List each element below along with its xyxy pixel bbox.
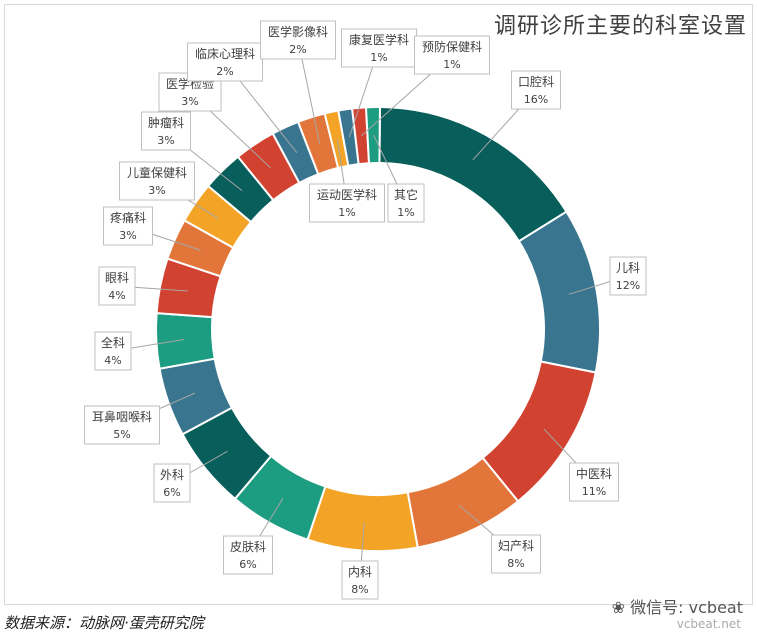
- slice-percent: 5%: [113, 428, 130, 441]
- slice-percent: 8%: [507, 557, 524, 570]
- slice-label: 儿童保健科: [127, 165, 187, 180]
- label-box: [103, 206, 153, 246]
- label-box: [260, 20, 336, 60]
- slice-percent: 3%: [119, 229, 136, 242]
- slice-percent: 4%: [104, 354, 121, 367]
- slice-percent: 16%: [524, 93, 548, 106]
- slice-label: 妇产科: [498, 539, 534, 553]
- chart-title: 调研诊所主要的科室设置: [493, 14, 747, 39]
- slice-percent: 1%: [338, 206, 355, 219]
- slice-label: 内科: [348, 565, 372, 579]
- slice-label: 眼科: [105, 271, 129, 285]
- slice-percent: 2%: [289, 43, 306, 56]
- watermark-text: 微信号: vcbeat: [630, 598, 743, 617]
- label-box: [119, 161, 195, 201]
- label-box: [491, 534, 541, 574]
- slice-label: 儿科: [616, 261, 640, 275]
- slice-percent: 1%: [397, 206, 414, 219]
- label-box: [341, 560, 379, 600]
- label-box: [309, 183, 385, 223]
- slice-percent: 6%: [163, 486, 180, 499]
- slice-percent: 8%: [351, 583, 368, 596]
- slice-label: 临床心理科: [195, 47, 255, 61]
- slice-percent: 4%: [108, 289, 125, 302]
- slice-label: 外科: [160, 468, 184, 482]
- slice-label: 耳鼻咽喉科: [92, 409, 152, 424]
- slice-label: 全科: [101, 335, 125, 350]
- slice-percent: 2%: [216, 65, 233, 78]
- slice-percent: 1%: [370, 51, 387, 64]
- label-box: [387, 183, 425, 223]
- slice-label: 肿瘤科: [148, 115, 184, 130]
- wechat-icon: ❀: [611, 598, 631, 617]
- slice-percent: 3%: [181, 95, 198, 108]
- label-box: [153, 463, 191, 503]
- source-note: 数据来源：动脉网·蛋壳研究院: [4, 614, 204, 632]
- label-box: [223, 535, 273, 575]
- label-box: [98, 266, 136, 306]
- slice-label: 康复医学科: [349, 32, 409, 47]
- label-box: [511, 70, 561, 110]
- label-box: [141, 111, 191, 151]
- slice-percent: 12%: [616, 279, 640, 292]
- slice-label: 中医科: [576, 466, 612, 481]
- slice-label: 其它: [394, 187, 418, 202]
- slice-label: 医学影像科: [268, 24, 328, 39]
- slice-percent: 11%: [582, 485, 606, 498]
- slice-label: 疼痛科: [110, 210, 146, 225]
- slice-percent: 3%: [148, 184, 165, 197]
- label-box: [84, 405, 160, 445]
- slice-percent: 3%: [157, 134, 174, 147]
- slice-label: 口腔科: [518, 74, 554, 89]
- chart-frame: [4, 4, 753, 605]
- slice-label: 预防保健科: [422, 39, 482, 54]
- slice-label: 皮肤科: [230, 539, 266, 554]
- slice-percent: 1%: [443, 58, 460, 71]
- label-box: [187, 42, 263, 82]
- watermark-url: vcbeat.net: [676, 617, 741, 631]
- label-box: [569, 462, 619, 502]
- wechat-watermark: ❀ 微信号: vcbeat: [612, 594, 743, 618]
- slice-全科: [155, 312, 216, 370]
- slice-儿科: [517, 210, 601, 374]
- label-box: [94, 331, 132, 371]
- label-box: [414, 35, 490, 75]
- slice-其它: [364, 106, 381, 165]
- label-box: [609, 256, 647, 296]
- slice-percent: 6%: [239, 558, 256, 571]
- slice-label: 运动医学科: [317, 187, 377, 202]
- donut-chart: 口腔科 16% 儿科 12% 中医科 11% 妇产科 8% 内科 8% 皮肤科 6% 外科 6% 耳鼻咽喉科…: [84, 20, 647, 600]
